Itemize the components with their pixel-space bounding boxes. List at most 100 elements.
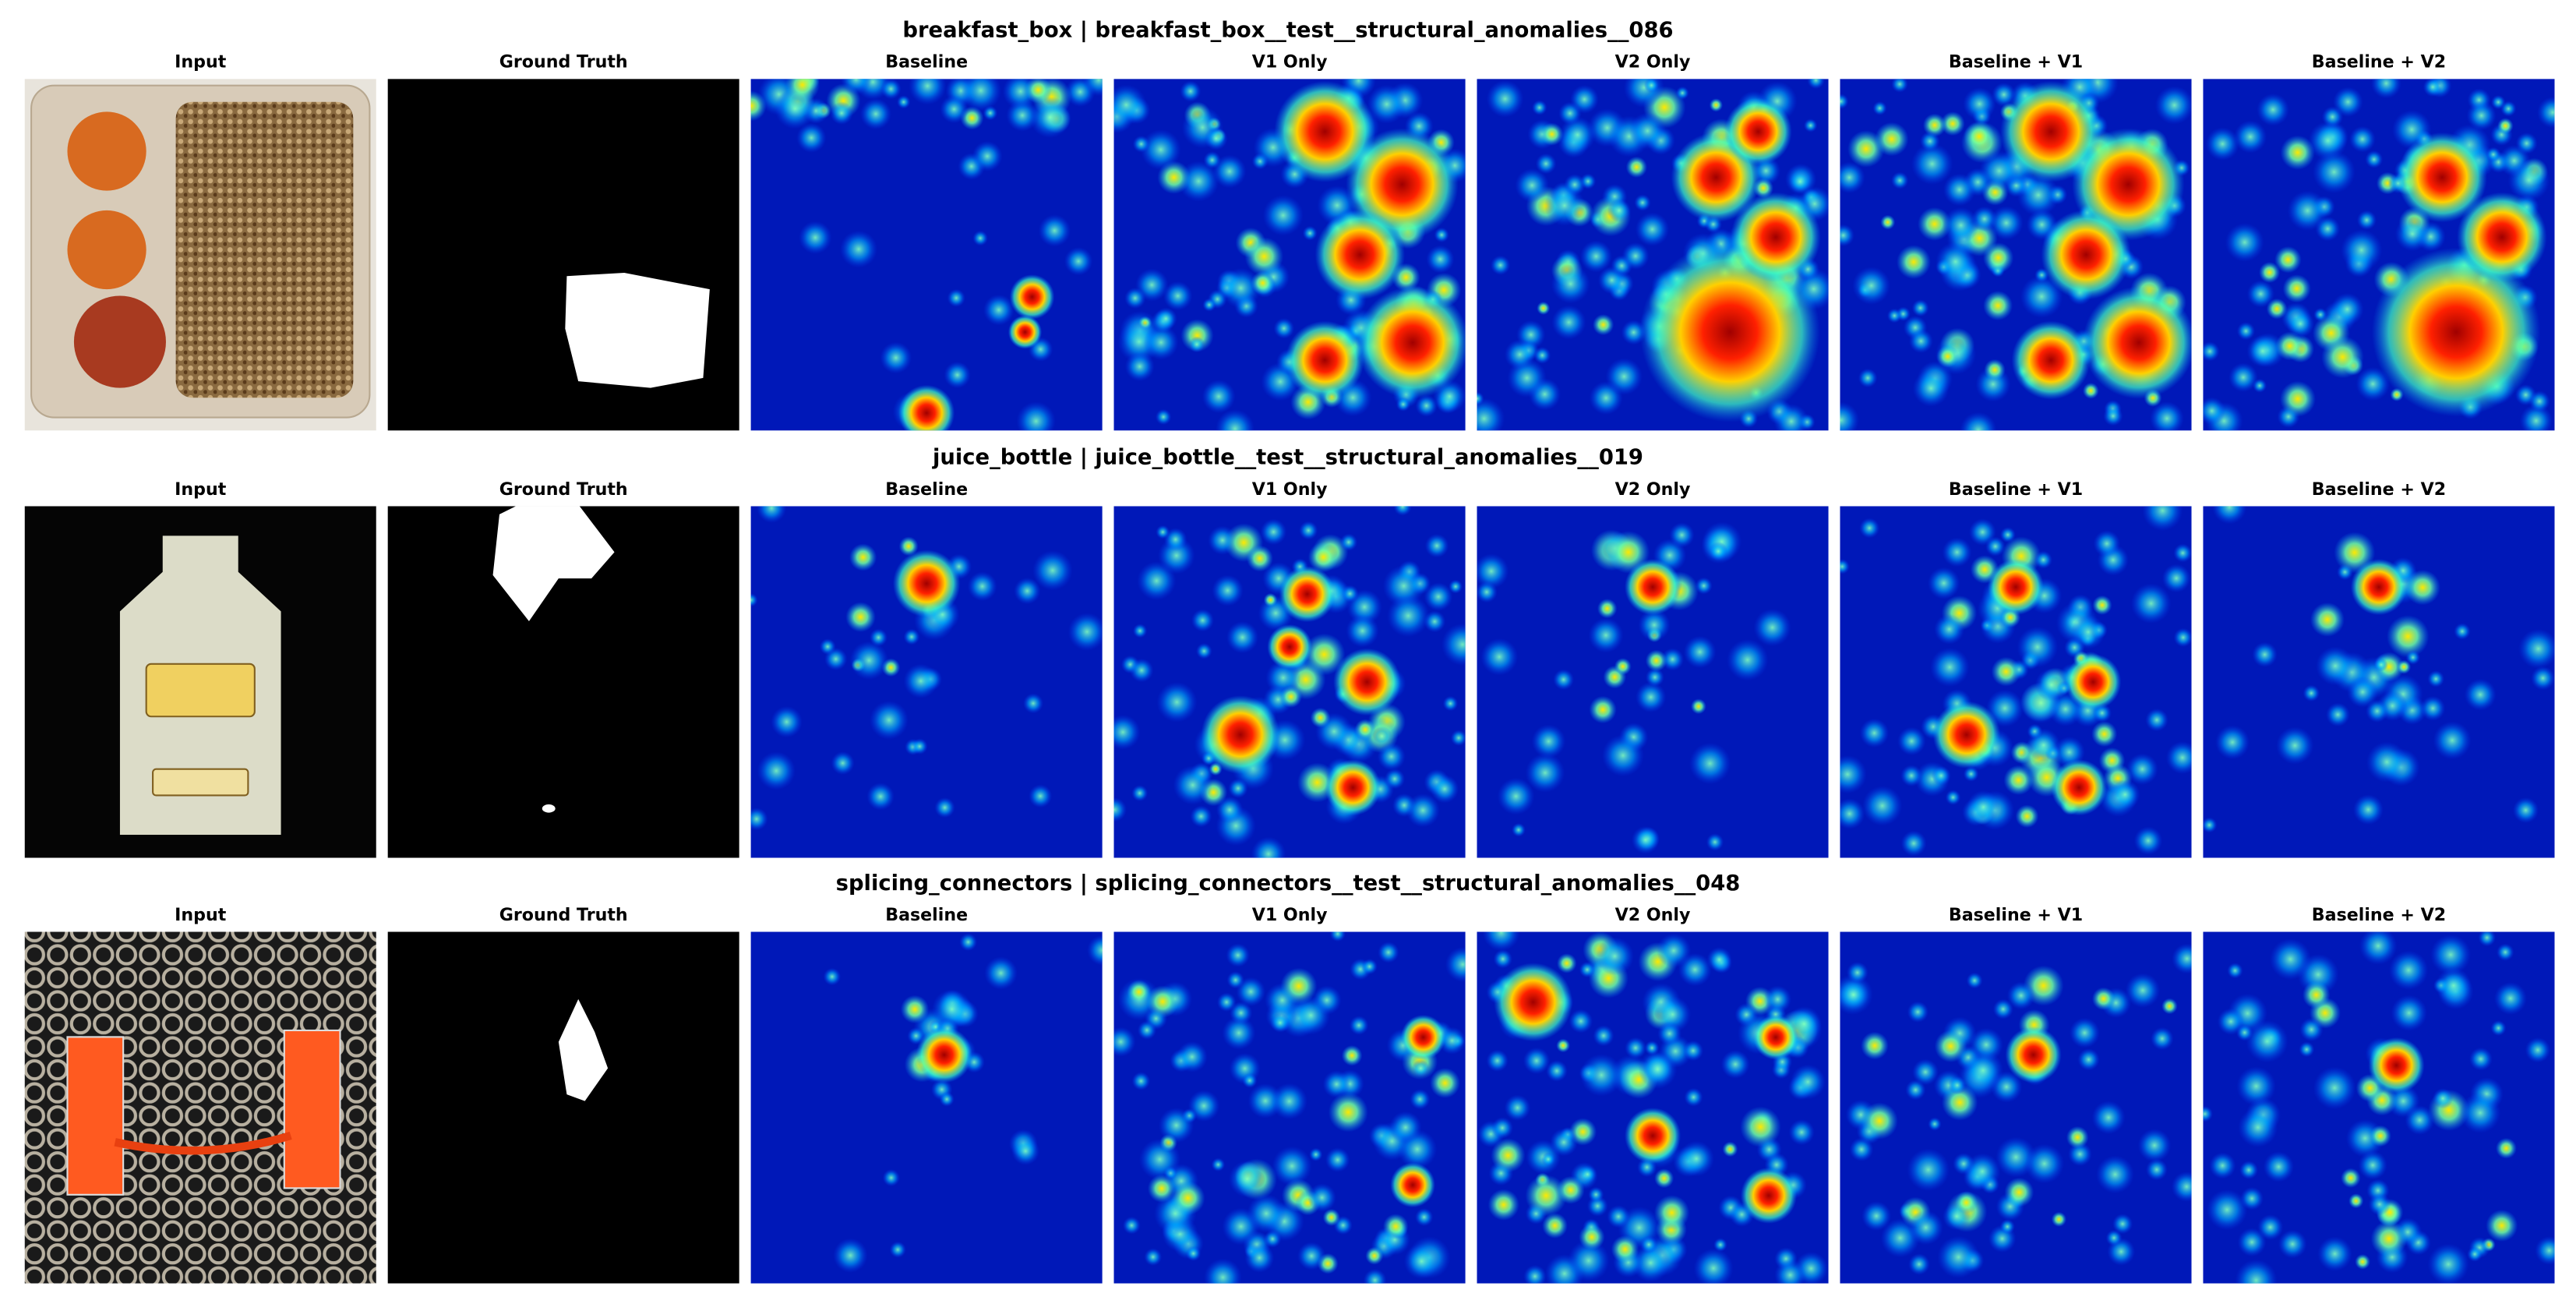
heat-blob	[1029, 96, 1071, 139]
heat-blob	[1309, 1147, 1323, 1161]
heat-blob	[1487, 1189, 1519, 1221]
heat-blob	[1546, 1060, 1568, 1082]
heat-blob	[1905, 1080, 1926, 1101]
row-title: splicing_connectors | splicing_connector…	[836, 871, 1741, 896]
heat-blob	[1942, 537, 1972, 567]
heat-blob	[1632, 1243, 1670, 1282]
heat-hotspot	[1390, 1162, 1435, 1208]
heat-blob	[2275, 331, 2305, 361]
heat-blob	[1605, 358, 1643, 395]
heat-blob	[1441, 623, 1466, 666]
heat-blob	[1660, 648, 1685, 671]
heat-blob	[2405, 570, 2440, 606]
heat-blob	[2257, 1214, 2284, 1240]
heat-blob	[2206, 1189, 2248, 1231]
heat-blob	[1403, 1243, 1440, 1279]
connector	[283, 1029, 341, 1189]
heat-blob	[1131, 1072, 1151, 1090]
heat-blob	[2066, 1126, 2089, 1149]
heat-blob	[2091, 721, 2118, 747]
panel-title: Baseline	[885, 479, 968, 500]
heat-blob	[1124, 352, 1155, 382]
heat-blob	[1113, 797, 1127, 822]
panel-title: Baseline + V1	[1949, 52, 2083, 72]
heat-blob	[1202, 298, 1216, 312]
heat-blob	[2347, 676, 2379, 708]
heat-blob	[2466, 101, 2497, 131]
heat-blob	[1593, 1025, 1614, 1047]
panel-image	[1477, 931, 1829, 1284]
panel-image	[750, 931, 1103, 1284]
heat-blob	[2370, 1220, 2408, 1257]
heat-hotspot	[1731, 192, 1821, 282]
heat-blob	[2165, 740, 2192, 775]
heat-blob	[1226, 943, 1250, 967]
heat-blob	[1709, 98, 1724, 112]
heat-blob	[1861, 1102, 1898, 1140]
heat-blob	[1349, 1016, 1369, 1035]
panel-title: V2 Only	[1615, 479, 1691, 500]
heat-blob	[1683, 635, 1717, 669]
panel-title: V2 Only	[1615, 905, 1691, 925]
heat-blob	[1886, 308, 1902, 323]
heat-blob	[2068, 1142, 2092, 1167]
heat-blob	[2355, 1253, 2370, 1270]
heat-blob	[2486, 1209, 2518, 1242]
heat-blob	[1645, 649, 1667, 672]
heat-blob	[1228, 778, 1248, 799]
heat-blob	[2145, 708, 2168, 732]
heat-blob	[1371, 726, 1392, 747]
heat-blob	[2359, 931, 2398, 965]
heat-blob	[1449, 579, 1463, 594]
heat-blob	[2302, 981, 2331, 1009]
heat-blob	[2051, 1211, 2067, 1228]
heat-blob	[1690, 698, 1706, 715]
panel-title: Baseline + V2	[2312, 905, 2446, 925]
heat-blob	[750, 807, 768, 831]
heat-blob	[1325, 1147, 1350, 1172]
heat-blob	[1064, 246, 1093, 276]
heat-blob	[1908, 329, 1933, 354]
heat-blob	[1173, 765, 1212, 805]
panel-image	[387, 79, 739, 431]
heat-blob	[2313, 150, 2355, 194]
heat-blob	[1236, 977, 1266, 1007]
panel-title: Ground Truth	[499, 52, 628, 72]
panel-title: V1 Only	[1252, 479, 1328, 500]
heat-blob	[1693, 1248, 1734, 1284]
heat-blob	[1299, 521, 1318, 540]
panel-image	[24, 931, 376, 1284]
heat-blob	[1531, 724, 1566, 758]
heat-blob	[1589, 695, 1617, 724]
heat-blob	[1322, 1208, 1340, 1227]
heat-blob	[1204, 126, 1228, 150]
panel-title: Ground Truth	[499, 479, 628, 500]
label	[152, 768, 249, 797]
heat-blob	[1025, 79, 1052, 104]
heat-blob	[1361, 958, 1378, 975]
heat-blob	[1727, 639, 1769, 681]
heat-blob	[1706, 947, 1732, 973]
heat-blob	[897, 95, 911, 109]
heat-blob	[785, 79, 820, 103]
heat-blob	[1038, 214, 1071, 247]
heat-blob	[1964, 121, 1995, 152]
heat-blob	[1297, 1242, 1326, 1270]
heat-blob	[939, 1091, 955, 1107]
heat-blob	[1226, 621, 1259, 654]
heat-blob	[2150, 401, 2184, 431]
heat-blob	[972, 230, 988, 246]
panel-image	[387, 931, 739, 1284]
heat-blob	[1807, 79, 1825, 90]
heat-blob	[1859, 718, 1890, 748]
heat-hotspot	[2065, 653, 2122, 711]
heat-hotspot	[2457, 192, 2547, 282]
heat-blob	[1170, 1181, 1205, 1216]
heat-blob	[1629, 112, 1666, 150]
heat-blob	[1491, 1138, 1526, 1173]
heat-blob	[2172, 943, 2192, 974]
heat-blob	[1645, 667, 1664, 687]
heat-blob	[1695, 577, 1713, 595]
heat-blob	[2205, 127, 2239, 161]
heat-blob	[831, 751, 855, 776]
